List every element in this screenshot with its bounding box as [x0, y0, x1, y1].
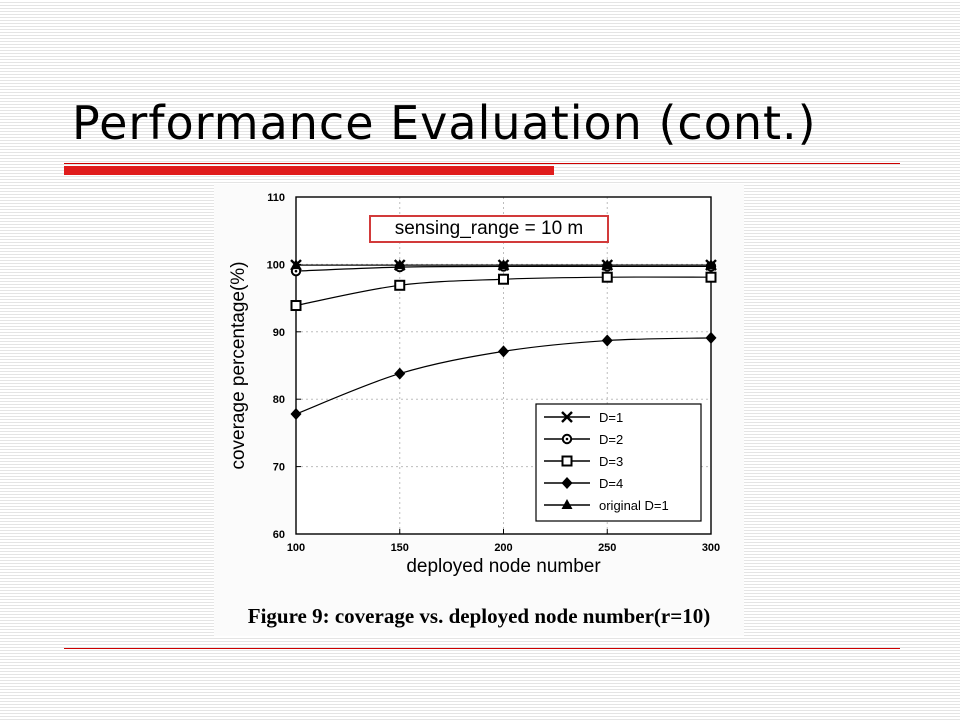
x-tick-label-0: 100	[287, 542, 305, 554]
legend-label-0: D=1	[599, 410, 623, 425]
y-tick-label-1: 70	[273, 462, 285, 474]
series-2-point-4	[705, 271, 717, 283]
y-tick-label-4: 100	[267, 259, 285, 271]
series-3-point-4	[705, 331, 717, 344]
series-2-point-0	[290, 300, 302, 312]
x-axis-title: deployed node number	[406, 556, 601, 577]
series-3-point-0	[290, 408, 302, 421]
y-axis-title: coverage percentage(%)	[228, 261, 249, 469]
series-4-point-0	[290, 259, 302, 270]
y-tick-label-3: 90	[273, 327, 285, 339]
coverage-chart: 100 150 200 250 300 60 70 80 90 100 110 deployed no…	[228, 192, 720, 577]
title-underline-thin	[64, 163, 900, 164]
legend-label-1: D=2	[599, 432, 623, 447]
legend-marker-1	[561, 433, 573, 445]
series-2-point-2	[498, 273, 509, 285]
series-3-point-3	[601, 334, 613, 347]
series-3-point-2	[498, 345, 509, 358]
legend-label-2: D=3	[599, 454, 623, 469]
series-4-point-1	[394, 259, 406, 270]
y-tick-label-2: 80	[273, 394, 285, 406]
x-tick-label-2: 200	[494, 542, 512, 554]
series-4-point-3	[601, 259, 613, 270]
legend-marker-0	[561, 411, 573, 423]
series-4-point-4	[705, 259, 717, 270]
y-tick-label-0: 60	[273, 529, 285, 541]
x-tick-label-1: 150	[391, 542, 409, 554]
legend-marker-4	[561, 499, 573, 509]
x-tick-label-3: 250	[598, 542, 616, 554]
legend-marker-3	[561, 477, 573, 489]
bottom-rule	[64, 648, 900, 649]
y-tick-label-5: 110	[267, 192, 285, 204]
x-tick-label-4: 300	[702, 542, 720, 554]
series-4-point-2	[498, 259, 509, 270]
legend-label-3: D=4	[599, 476, 623, 491]
legend-label-4: original D=1	[599, 498, 669, 513]
figure-panel: 100 150 200 250 300 60 70 80 90 100 110 deployed no…	[214, 184, 744, 636]
series-2-point-3	[601, 271, 613, 283]
slide-title: Performance Evaluation (cont.)	[72, 96, 817, 150]
series-2-point-1	[394, 279, 406, 291]
series-3-point-1	[394, 367, 406, 380]
title-underline-thick	[64, 166, 554, 175]
sensing-range-annotation: sensing_range = 10 m	[369, 215, 609, 243]
figure-caption: Figure 9: coverage vs. deployed node num…	[247, 604, 711, 628]
legend-marker-2	[561, 455, 573, 467]
